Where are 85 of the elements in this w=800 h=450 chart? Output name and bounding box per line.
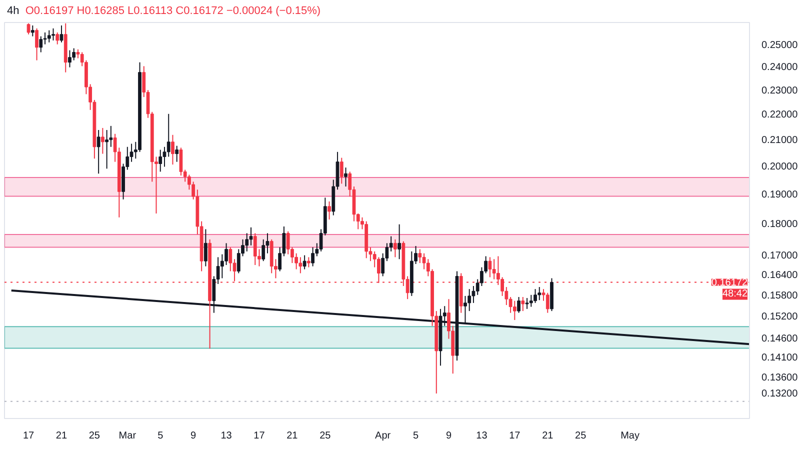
y-tick-label: 0.25000	[762, 40, 798, 51]
chart-subtitle: O0.16197 H0.16285 L0.16113 C0.16172 −0.00024 (−0.15%)	[25, 5, 321, 17]
x-tick-label: Apr	[375, 430, 392, 442]
candlestick	[166, 113, 170, 158]
candlestick	[418, 248, 422, 264]
candlestick	[464, 295, 467, 325]
x-tick-label: 5	[158, 430, 164, 442]
candlestick	[171, 134, 174, 166]
y-tick-label: 0.16400	[762, 270, 798, 282]
x-tick-label: 13	[220, 430, 232, 442]
candlestick	[468, 288, 472, 312]
candlestick	[100, 127, 104, 154]
candlestick	[306, 256, 310, 268]
candlestick	[529, 294, 533, 308]
candlestick	[175, 145, 179, 162]
y-tick-label: 0.21000	[762, 135, 798, 146]
y-tick-label: 0.24000	[762, 62, 798, 74]
x-tick-label: Mar	[118, 430, 137, 442]
x-tick-label: 17	[254, 430, 266, 442]
y-tick-label: 0.15800	[762, 290, 798, 302]
candlestick	[158, 149, 162, 172]
candlestick	[96, 130, 100, 174]
candlestick	[60, 24, 64, 43]
x-tick-label: 13	[476, 430, 488, 442]
y-tick-label: 0.13600	[762, 372, 798, 384]
candlestick	[39, 36, 43, 53]
y-tick-label: 0.13200	[762, 388, 798, 400]
candlestick	[224, 242, 228, 266]
candlestick	[302, 254, 306, 270]
candlestick	[517, 296, 520, 314]
x-tick-label: 25	[320, 430, 332, 442]
x-tick-label: 17	[22, 430, 35, 442]
candlestick	[68, 50, 72, 68]
candlestick	[298, 256, 302, 274]
y-tick-label: 0.22000	[762, 110, 798, 121]
x-tick-label: 21	[286, 430, 298, 442]
x-tick-label: 9	[446, 430, 452, 442]
candlestick	[398, 224, 402, 260]
y-tick-label: 0.15200	[762, 312, 798, 323]
candlestick	[344, 167, 348, 187]
candlestick	[294, 252, 298, 270]
candlestick	[228, 246, 232, 272]
candlestick	[179, 147, 183, 176]
y-tick-label: 0.19000	[762, 190, 798, 201]
candlestick	[72, 48, 76, 61]
y-tick-label: 0.20000	[762, 162, 798, 173]
candlestick	[394, 238, 397, 258]
candlestick	[245, 232, 249, 252]
x-tick-label: 9	[190, 430, 197, 442]
candlestick	[204, 228, 208, 267]
x-tick-label: May	[620, 430, 640, 442]
ref-line-label: 0.16172	[711, 278, 748, 289]
x-tick-label: 17	[509, 430, 521, 442]
candlestick	[262, 238, 266, 262]
x-tick-label: 25	[88, 430, 100, 442]
candlestick	[546, 292, 550, 314]
annotation: 48:42	[722, 288, 748, 300]
chart-title: 4h	[7, 5, 20, 17]
candlestick	[26, 22, 30, 35]
x-tick-label: 25	[575, 430, 587, 442]
candlestick	[35, 28, 38, 61]
candlestick	[253, 232, 257, 266]
candlestick	[236, 248, 240, 274]
candlestick	[105, 130, 108, 170]
x-tick-label: 21	[542, 430, 554, 442]
candlestick	[30, 24, 34, 37]
candlestick	[52, 28, 55, 41]
y-tick-label: 0.14100	[762, 352, 798, 364]
x-tick-label: 5	[413, 430, 420, 442]
candlestick	[340, 157, 344, 184]
candlestick	[512, 300, 516, 321]
y-tick-label: 0.14600	[762, 334, 798, 345]
candlestick	[328, 200, 331, 220]
candlestick	[534, 288, 537, 304]
y-tick-label: 0.23000	[762, 85, 798, 96]
candlestick	[521, 296, 525, 312]
y-tick-label: 0.18000	[762, 219, 798, 230]
candlestick	[56, 32, 60, 45]
candlestick	[488, 256, 492, 278]
x-tick-label: 21	[56, 430, 68, 442]
candlestick	[311, 246, 314, 267]
candlestick	[525, 298, 529, 310]
y-tick-label: 0.17000	[762, 250, 798, 262]
candlestick	[538, 286, 542, 301]
candlestick	[47, 30, 51, 43]
